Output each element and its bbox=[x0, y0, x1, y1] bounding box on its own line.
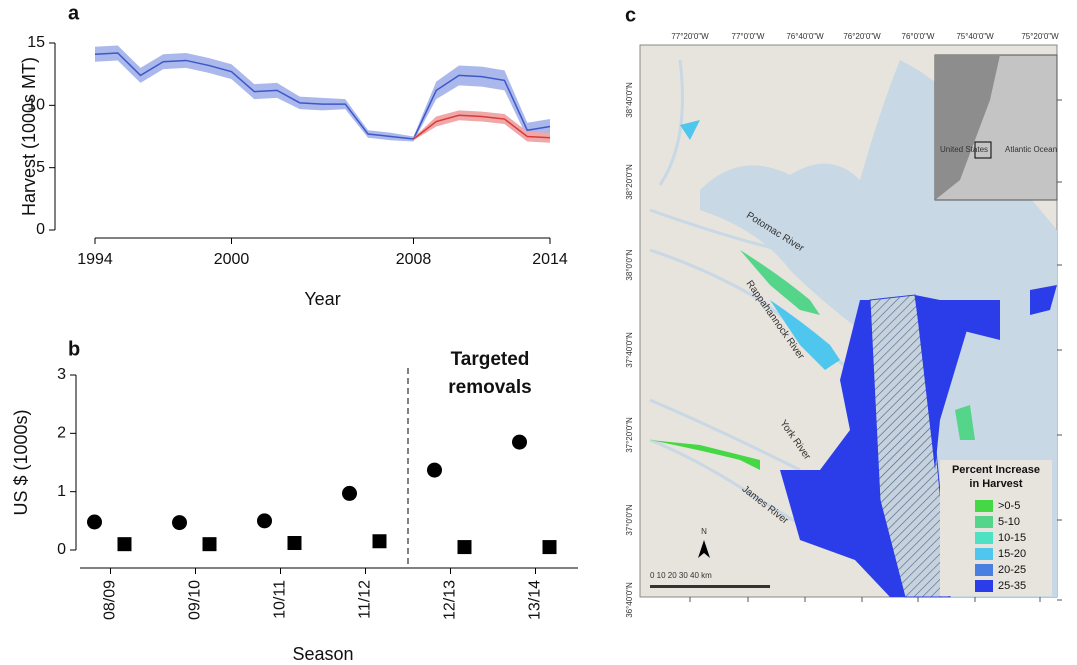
panel-letter: c bbox=[625, 4, 636, 26]
y-tick-label: 5 bbox=[36, 159, 45, 176]
y-tick-label: 0 bbox=[36, 221, 45, 238]
inset-land bbox=[935, 55, 1000, 200]
x-axis-label: Season bbox=[292, 644, 353, 664]
legend-label: 15-20 bbox=[998, 548, 1026, 560]
latitude-label: 38°40'0"N bbox=[625, 82, 634, 118]
point bbox=[287, 536, 302, 550]
longitude-label: 76°0'0"W bbox=[902, 32, 935, 41]
legend-box bbox=[940, 460, 1052, 596]
y-tick-label: 10 bbox=[27, 97, 45, 114]
point bbox=[117, 537, 132, 552]
longitude-label: 77°20'0"W bbox=[671, 32, 709, 41]
latitude-label: 37°20'0"N bbox=[625, 417, 634, 453]
harvest-area bbox=[780, 300, 905, 597]
y-tick-label: 2 bbox=[57, 425, 66, 442]
point bbox=[202, 537, 217, 552]
scale-bar bbox=[650, 585, 770, 588]
legend-title: Percent Increase in Harvest bbox=[952, 464, 1040, 490]
legend-swatch bbox=[975, 532, 993, 544]
x-axis-label: Year bbox=[304, 289, 340, 309]
confidence-band bbox=[95, 45, 550, 142]
harvest-area bbox=[940, 285, 1057, 340]
longitude-label: 76°40'0"W bbox=[786, 32, 824, 41]
point bbox=[457, 540, 472, 555]
point bbox=[172, 515, 187, 531]
x-tick-label: 10/11 bbox=[272, 580, 289, 619]
y-tick-label: 15 bbox=[27, 34, 45, 51]
x-tick-label: 12/13 bbox=[442, 580, 459, 620]
latitude-label: 37°40'0"N bbox=[625, 332, 634, 368]
harvest-area bbox=[740, 250, 820, 315]
longitude-label: 77°0'0"W bbox=[732, 32, 765, 41]
legend-swatch bbox=[975, 580, 993, 592]
point bbox=[542, 540, 557, 555]
inset-box bbox=[974, 141, 992, 159]
x-tick-label: 09/10 bbox=[187, 580, 204, 620]
scale-label: 0 10 20 30 40 km bbox=[650, 571, 712, 580]
harvest-area bbox=[955, 405, 975, 440]
legend-swatch bbox=[975, 500, 993, 512]
point bbox=[342, 485, 357, 501]
series-line bbox=[413, 114, 551, 140]
legend-label: 25-35 bbox=[998, 580, 1026, 592]
longitude-label: 76°20'0"W bbox=[843, 32, 881, 41]
longitude-label: 75°20'0"W bbox=[1021, 32, 1059, 41]
point bbox=[372, 534, 387, 549]
harvest-area bbox=[915, 295, 970, 470]
y-axis-label: Harvest (1000s MT) bbox=[19, 57, 39, 216]
inset-label: Atlantic Ocean bbox=[1005, 145, 1057, 154]
river bbox=[649, 59, 861, 557]
x-tick-label: 2014 bbox=[532, 251, 568, 268]
y-tick-label: 1 bbox=[57, 483, 66, 500]
harvest-area bbox=[650, 440, 760, 470]
x-tick-label: 2008 bbox=[396, 251, 432, 268]
inset-label: United States bbox=[940, 145, 988, 154]
harvest-area bbox=[770, 300, 840, 370]
y-tick-label: 0 bbox=[57, 541, 66, 558]
north-label: N bbox=[701, 527, 707, 536]
annotation: Targeted removals bbox=[448, 349, 531, 398]
point bbox=[427, 462, 442, 478]
legend-swatch bbox=[975, 564, 993, 576]
legend-label: >0-5 bbox=[998, 500, 1020, 512]
point bbox=[87, 514, 102, 530]
x-tick-label: 2000 bbox=[214, 251, 250, 268]
y-axis-label: US $ (1000s) bbox=[11, 409, 31, 515]
legend-swatch bbox=[975, 548, 993, 560]
latitude-label: 38°0'0"N bbox=[625, 249, 634, 280]
panel-letter: a bbox=[68, 2, 80, 24]
legend-label: 20-25 bbox=[998, 564, 1026, 576]
point bbox=[512, 434, 527, 450]
north-arrow bbox=[698, 540, 710, 558]
series-line bbox=[94, 52, 551, 140]
latitude-label: 38°20'0"N bbox=[625, 164, 634, 200]
harvest-area bbox=[680, 120, 700, 140]
legend-swatch bbox=[975, 516, 993, 528]
x-tick-label: 13/14 bbox=[527, 580, 544, 620]
x-tick-label: 08/09 bbox=[102, 580, 119, 620]
point bbox=[257, 513, 272, 529]
y-tick-label: 3 bbox=[57, 366, 66, 383]
legend-label: 10-15 bbox=[998, 532, 1026, 544]
latitude-label: 37°0'0"N bbox=[625, 504, 634, 535]
x-tick-label: 11/12 bbox=[357, 580, 374, 619]
x-tick-label: 1994 bbox=[77, 251, 113, 268]
latitude-label: 36°40'0"N bbox=[625, 582, 634, 618]
legend-label: 5-10 bbox=[998, 516, 1020, 528]
longitude-label: 75°40'0"W bbox=[956, 32, 994, 41]
panel-letter: b bbox=[68, 338, 80, 360]
